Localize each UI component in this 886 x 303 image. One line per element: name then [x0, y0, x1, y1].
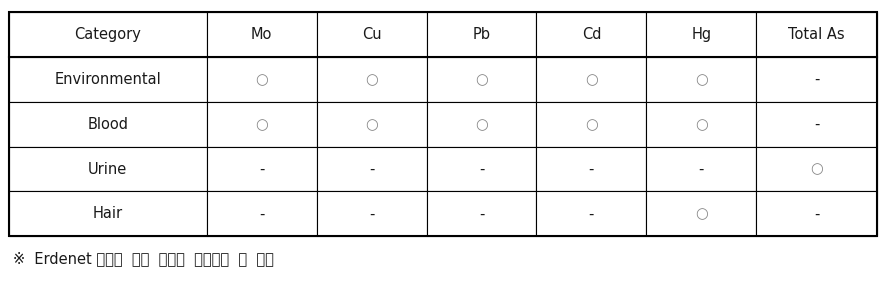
Bar	[426, 57, 536, 102]
Text: ○: ○	[475, 117, 488, 132]
Bar	[646, 57, 757, 102]
Text: Blood: Blood	[88, 117, 128, 132]
Bar	[757, 57, 877, 102]
Text: ○: ○	[695, 206, 708, 221]
Text: ○: ○	[255, 117, 268, 132]
Text: ○: ○	[255, 72, 268, 87]
Bar	[316, 147, 426, 191]
Bar	[646, 147, 757, 191]
Text: ○: ○	[695, 117, 708, 132]
Bar	[316, 102, 426, 147]
Bar	[426, 12, 536, 57]
Bar	[316, 191, 426, 236]
Text: Category: Category	[74, 27, 141, 42]
Bar	[9, 57, 206, 102]
Bar	[206, 57, 316, 102]
Bar	[536, 102, 646, 147]
Text: ○: ○	[365, 117, 378, 132]
Text: ○: ○	[695, 72, 708, 87]
Bar	[9, 12, 206, 57]
Text: Total As: Total As	[789, 27, 845, 42]
Text: ○: ○	[811, 161, 823, 177]
Text: Cd: Cd	[581, 27, 601, 42]
Bar	[536, 57, 646, 102]
Bar	[316, 57, 426, 102]
Text: ○: ○	[585, 72, 598, 87]
Bar	[646, 102, 757, 147]
Bar	[9, 12, 877, 236]
Bar	[646, 191, 757, 236]
Text: -: -	[814, 72, 820, 87]
Text: -: -	[478, 161, 484, 177]
Text: Urine: Urine	[88, 161, 128, 177]
Text: -: -	[259, 161, 264, 177]
Text: -: -	[259, 206, 264, 221]
Text: Hg: Hg	[691, 27, 711, 42]
Bar	[206, 191, 316, 236]
Text: -: -	[588, 206, 595, 221]
Bar	[646, 12, 757, 57]
Bar	[206, 147, 316, 191]
Text: ○: ○	[585, 117, 598, 132]
Bar	[757, 191, 877, 236]
Text: Pb: Pb	[472, 27, 491, 42]
Text: ※  Erdenet 광산의  주요  광종은  몰리브덬  및  구리: ※ Erdenet 광산의 주요 광종은 몰리브덬 및 구리	[13, 251, 274, 267]
Bar	[757, 147, 877, 191]
Text: Hair: Hair	[93, 206, 123, 221]
Text: -: -	[698, 161, 704, 177]
Bar	[426, 102, 536, 147]
Bar	[536, 12, 646, 57]
Text: ○: ○	[365, 72, 378, 87]
Bar	[426, 147, 536, 191]
Text: -: -	[369, 206, 374, 221]
Text: -: -	[814, 206, 820, 221]
Text: -: -	[814, 117, 820, 132]
Bar	[206, 12, 316, 57]
Text: Mo: Mo	[251, 27, 272, 42]
Bar	[206, 102, 316, 147]
Bar	[536, 147, 646, 191]
Text: -: -	[478, 206, 484, 221]
Bar	[757, 12, 877, 57]
Bar	[9, 147, 206, 191]
Bar	[316, 12, 426, 57]
Bar	[536, 191, 646, 236]
Bar	[426, 191, 536, 236]
Text: Cu: Cu	[361, 27, 381, 42]
Bar	[9, 191, 206, 236]
Bar	[9, 102, 206, 147]
Text: Environmental: Environmental	[54, 72, 161, 87]
Text: ○: ○	[475, 72, 488, 87]
Bar	[757, 102, 877, 147]
Text: -: -	[369, 161, 374, 177]
Text: -: -	[588, 161, 595, 177]
